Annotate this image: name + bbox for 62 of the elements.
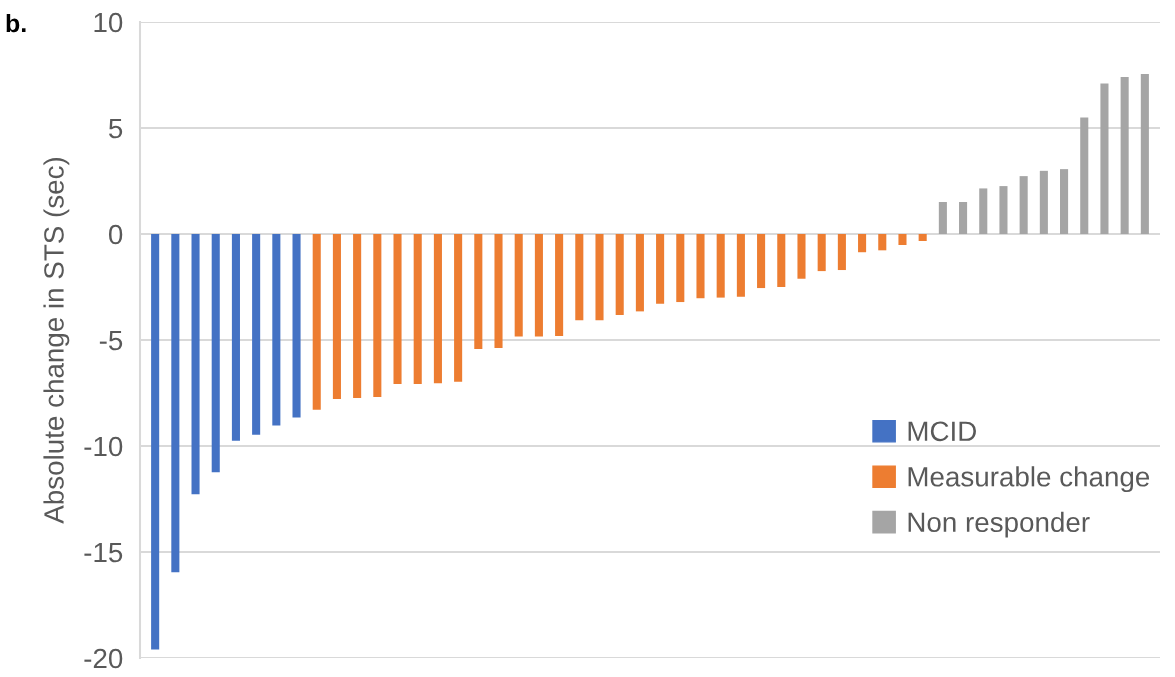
bar: [373, 234, 382, 398]
bar: [494, 234, 503, 349]
bar: [938, 201, 947, 234]
bar: [332, 234, 341, 399]
bar: [1019, 176, 1028, 234]
bar: [312, 234, 321, 410]
bar: [777, 234, 786, 287]
bar: [1100, 83, 1109, 234]
bar: [191, 234, 200, 495]
legend-label: MCID: [908, 421, 976, 442]
bar: [635, 234, 644, 312]
bar: [696, 234, 705, 299]
bar: [272, 234, 281, 426]
bar: [454, 234, 463, 382]
bar: [979, 188, 988, 234]
bar: [252, 234, 261, 435]
bar: [716, 234, 725, 298]
bar: [757, 234, 766, 289]
bar: [413, 234, 422, 384]
bar: [878, 234, 887, 251]
y-tick-label: 10: [94, 12, 123, 33]
bar: [817, 234, 826, 272]
bar: [959, 201, 968, 234]
bar: [433, 234, 442, 384]
bar: [1060, 169, 1069, 234]
bar: [999, 186, 1008, 234]
bar: [656, 234, 665, 304]
bar: [615, 234, 624, 315]
bar: [1039, 170, 1048, 234]
bar: [534, 234, 543, 337]
y-tick-label: 0: [108, 224, 123, 245]
bar: [292, 234, 301, 418]
bar: [151, 234, 160, 650]
legend-label: Measurable change: [908, 466, 1150, 493]
bar: [797, 234, 806, 279]
bar: [211, 234, 220, 473]
y-axis-title: Absolute change in STS (sec): [43, 157, 70, 524]
y-tick-label: -10: [84, 436, 123, 457]
bar: [514, 234, 523, 337]
bar: [898, 234, 907, 246]
bar: [231, 234, 240, 441]
bar: [1140, 73, 1149, 234]
bar: [858, 234, 867, 253]
bar: [736, 234, 745, 297]
bar: [595, 234, 604, 321]
y-tick-label: -5: [99, 330, 123, 351]
bar: [837, 234, 846, 271]
bar: [353, 234, 362, 399]
bar: [676, 234, 685, 303]
bar: [918, 234, 927, 241]
bar: [1120, 76, 1129, 234]
legend-label: Non responder: [908, 511, 1090, 538]
bar: [393, 234, 402, 385]
y-tick-label: -20: [84, 648, 123, 669]
bar: [575, 234, 584, 321]
bar: [1080, 117, 1089, 234]
text: b.: [6, 13, 26, 33]
y-tick-label: 5: [109, 118, 123, 139]
y-tick-label: -15: [84, 542, 123, 563]
bar: [474, 234, 483, 349]
bar: [171, 234, 180, 573]
bar: [555, 234, 564, 336]
